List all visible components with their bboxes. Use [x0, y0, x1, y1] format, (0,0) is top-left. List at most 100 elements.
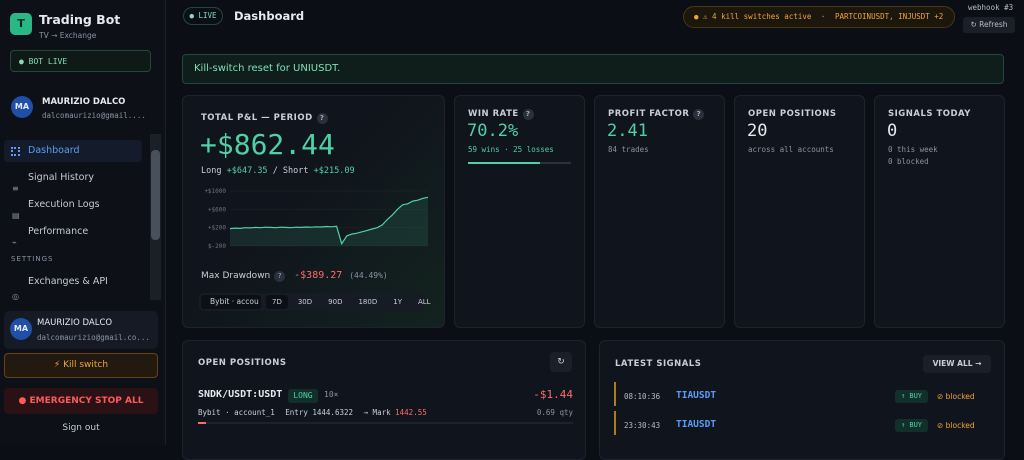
stat-card	[734, 95, 865, 328]
stat-label: PROFIT FACTOR?	[608, 109, 705, 120]
signal-time: 08:10:36	[624, 392, 661, 401]
refresh-button[interactable]: ↻ Refresh	[963, 17, 1015, 33]
signal-time: 23:30:43	[624, 421, 661, 430]
stat-label-text: OPEN POSITIONS	[748, 109, 837, 119]
nav-icon	[11, 147, 20, 156]
user-name: MAURIZIO DALCO	[42, 97, 126, 107]
mark-value: 1442.55	[395, 408, 427, 417]
page-title: Dashboard	[234, 9, 305, 23]
help[interactable]: ?	[522, 109, 534, 120]
position-symbol: SNDK/USDT:USDT	[198, 389, 283, 400]
positions-card	[182, 340, 586, 460]
position-account: Bybit · account_1	[198, 408, 275, 417]
entry-value: 1444.6322	[312, 408, 354, 417]
stat-value: 20	[747, 121, 768, 141]
drawdown-label: Max Drawdown	[201, 271, 271, 281]
stat-label: OPEN POSITIONS	[748, 109, 837, 119]
nav-item[interactable]: Execution Logs	[28, 199, 100, 210]
webhook: webhook #3	[968, 3, 1014, 12]
signal-symbol: TIAUSDT	[676, 390, 717, 401]
help[interactable]: ?	[316, 113, 328, 124]
live-pill: ● LIVE	[183, 7, 223, 25]
live-text: LIVE	[198, 11, 217, 20]
area	[230, 197, 428, 246]
stat-label-text: SIGNALS TODAY	[888, 109, 971, 119]
signal-symbol: TIAUSDT	[676, 419, 717, 430]
y-tick-label: +$200	[208, 225, 226, 232]
brand-subtitle: TV → Exchange	[39, 31, 97, 40]
stat-sub: across all accounts	[748, 145, 834, 154]
bot-status-text: BOT LIVE	[28, 57, 68, 66]
positions-refresh[interactable]: ↻	[550, 352, 572, 372]
period-tab[interactable]: 7D	[266, 295, 288, 309]
period-tab[interactable]: 90D	[328, 298, 343, 306]
nav-item[interactable]: Signal History	[28, 172, 94, 183]
y-tick-label: +$1000	[204, 188, 226, 195]
positions-title: OPEN POSITIONS	[198, 358, 287, 368]
period-tabs: 7D 30D 90D 180D 1Y ALL	[266, 295, 437, 309]
help[interactable]: ?	[274, 271, 286, 282]
drawdown-pct: (44.49%)	[349, 271, 388, 280]
position-pnl: -$1.44	[533, 388, 573, 401]
position-qty: 0.69 qty	[536, 408, 573, 417]
footer-name: MAURIZIO DALCO	[37, 318, 113, 328]
account-select[interactable]: Bybit · accou	[201, 295, 261, 309]
stat-label: SIGNALS TODAY	[888, 109, 971, 119]
pnl-value: +$862.44	[200, 128, 335, 161]
view-all[interactable]: VIEW ALL →	[923, 355, 991, 373]
pnl-label: TOTAL P&L — PERIOD?	[201, 113, 328, 124]
signal-accent	[614, 382, 616, 406]
pnl-label-text: TOTAL P&L — PERIOD	[201, 113, 313, 123]
signals-title: LATEST SIGNALS	[615, 359, 702, 369]
alert-sep: ·	[820, 12, 826, 21]
long-label: Long	[201, 166, 222, 176]
stat-sub: 0 this week	[888, 145, 938, 154]
short-label: / Short	[272, 166, 309, 176]
banner: Kill-switch reset for UNIUSDT.	[182, 54, 1004, 84]
bot-status: ● BOT LIVE	[10, 50, 151, 72]
pnl-card	[182, 95, 445, 328]
footer-email: dalcomaurizio@gmail.co...	[37, 333, 150, 342]
help[interactable]: ?	[693, 109, 705, 120]
emergency-button[interactable]: ● EMERGENCY STOP ALL	[4, 388, 158, 414]
line	[229, 196, 429, 246]
nav-item[interactable]: Dashboard	[28, 145, 80, 156]
sign-out[interactable]: Sign out	[62, 423, 100, 433]
stat-sub: 0 blocked	[888, 157, 929, 166]
period-tab[interactable]: 30D	[297, 298, 313, 306]
position-side: LONG	[288, 389, 318, 403]
nav-icons: ≡ ▤ ⌁ ◎	[12, 184, 20, 301]
nav-active[interactable]	[4, 140, 142, 162]
stat-card	[874, 95, 1005, 328]
page: T Trading Bot TV → Exchange ● BOT LIVE M…	[4, 0, 1015, 460]
stat-card	[454, 95, 585, 328]
stat-value: 2.41	[607, 121, 648, 141]
period-tab[interactable]: ALL	[417, 298, 431, 306]
signal-accent	[614, 411, 616, 435]
logo: T	[10, 13, 32, 35]
y-tick-label: $-200	[208, 243, 226, 250]
position-divider	[198, 422, 573, 424]
y-tick-label: +$600	[208, 206, 226, 213]
drawdown-value: -$389.27	[294, 270, 343, 281]
user-email: dalcomaurizio@gmail....	[42, 111, 146, 120]
kill-switch-button[interactable]: ⚡ Kill switch	[4, 353, 158, 378]
nav-item[interactable]: Performance	[28, 226, 89, 237]
long-value: +$647.35	[226, 166, 268, 176]
brand-title: Trading Bot	[39, 12, 121, 27]
entry-label: Entry	[285, 408, 308, 417]
nav-item[interactable]: Exchanges & API	[28, 276, 108, 287]
drawdown: Max Drawdown? -$389.27 (44.49%)	[201, 270, 388, 282]
signal-action: ↑ BUY	[895, 390, 928, 403]
stat-label: WIN RATE?	[468, 109, 534, 120]
mark-label: → Mark	[363, 408, 391, 417]
alert-pill[interactable]: ● ⚠ 4 kill switches active · PARTCOINUSD…	[683, 6, 955, 28]
stat-card	[594, 95, 725, 328]
period-tab[interactable]: 1Y	[393, 298, 402, 306]
period-tab[interactable]: 180D	[358, 298, 378, 306]
stat-value: 70.2%	[467, 121, 519, 141]
stat-sub: 84 trades	[608, 145, 649, 154]
signal-status: ⊘ blocked	[937, 392, 975, 401]
stat-value: 0	[887, 121, 898, 141]
avatar: MA	[10, 318, 32, 340]
